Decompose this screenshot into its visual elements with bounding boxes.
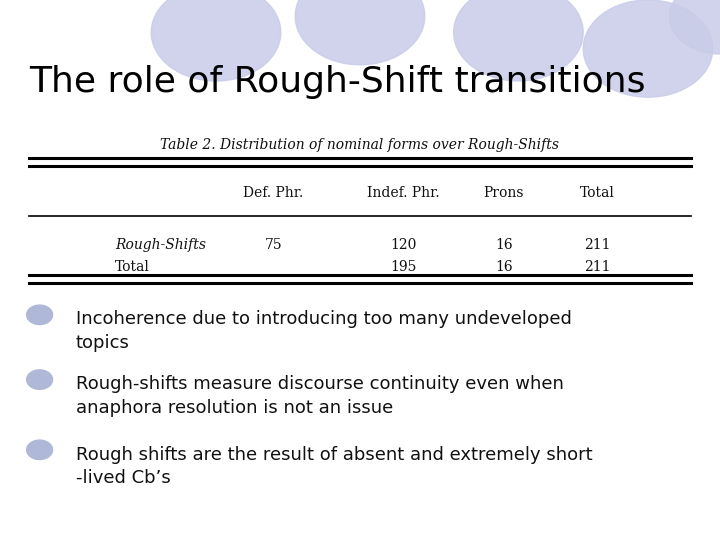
Circle shape [295, 0, 425, 65]
Text: Table 2. Distribution of nominal forms over Rough-Shifts: Table 2. Distribution of nominal forms o… [161, 138, 559, 152]
Text: 16: 16 [495, 238, 513, 252]
Text: Total: Total [115, 260, 150, 274]
Text: Rough-Shifts: Rough-Shifts [115, 238, 206, 252]
Circle shape [27, 370, 53, 389]
Circle shape [454, 0, 583, 81]
Text: 75: 75 [265, 238, 282, 252]
Text: Total: Total [580, 186, 615, 200]
Text: Incoherence due to introducing too many undeveloped
topics: Incoherence due to introducing too many … [76, 310, 572, 352]
Text: 16: 16 [495, 260, 513, 274]
Text: 211: 211 [585, 260, 611, 274]
Text: Rough shifts are the result of absent and extremely short
-lived Cb’s: Rough shifts are the result of absent an… [76, 446, 593, 487]
Circle shape [583, 0, 713, 97]
Circle shape [27, 305, 53, 325]
Text: 195: 195 [390, 260, 416, 274]
Text: Rough-shifts measure discourse continuity even when
anaphora resolution is not a: Rough-shifts measure discourse continuit… [76, 375, 564, 417]
Text: 211: 211 [585, 238, 611, 252]
Circle shape [27, 440, 53, 460]
Text: Def. Phr.: Def. Phr. [243, 186, 304, 200]
Text: The role of Rough-Shift transitions: The role of Rough-Shift transitions [29, 65, 645, 99]
Text: Indef. Phr.: Indef. Phr. [367, 186, 439, 200]
Text: Prons: Prons [484, 186, 524, 200]
Circle shape [670, 0, 720, 54]
Circle shape [151, 0, 281, 81]
Text: 120: 120 [390, 238, 416, 252]
